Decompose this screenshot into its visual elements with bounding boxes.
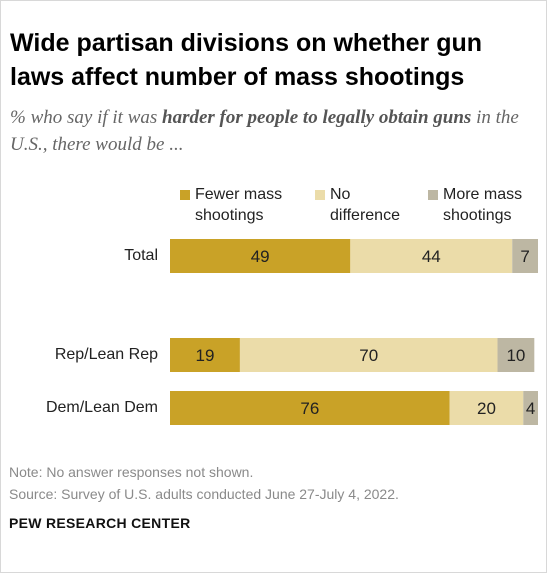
legend-label-no-difference: No difference [330, 186, 400, 224]
bar-dem-more [523, 391, 538, 425]
bar-dem-fewer [170, 391, 450, 425]
bar-total-more [512, 239, 538, 273]
legend-label-fewer: Fewer mass shootings [195, 186, 283, 224]
bar-rep-more [497, 338, 535, 372]
legend-label-more: More mass shootings [443, 186, 523, 224]
data-label-dem-no-difference: 20 [477, 399, 496, 418]
legend-swatch-fewer [180, 190, 190, 200]
chart-title: Wide partisan divisions on whether gun l… [10, 29, 483, 91]
data-label-total-fewer: 49 [251, 247, 270, 266]
data-label-rep-fewer: 19 [195, 346, 214, 365]
org-name: PEW RESEARCH CENTER [9, 515, 191, 531]
bar-total-fewer [170, 239, 351, 273]
row-label-rep: Rep/Lean Rep [54, 346, 158, 363]
bar-total-no-difference [350, 239, 513, 273]
data-label-rep-more: 10 [506, 346, 525, 365]
data-label-dem-more: 4 [526, 399, 535, 418]
row-label-dem: Dem/Lean Dem [45, 399, 158, 416]
subtitle-text-bold: harder for people to legally obtain guns [162, 107, 472, 128]
row-label-total: Total [124, 247, 158, 264]
data-label-dem-fewer: 76 [300, 399, 319, 418]
chart-note: Note: No answer responses not shown. [9, 464, 254, 480]
chart-source: Source: Survey of U.S. adults conducted … [9, 486, 399, 502]
bar-rep-fewer [170, 338, 240, 372]
data-label-total-no-difference: 44 [422, 247, 441, 266]
bar-dem-no-difference [449, 391, 524, 425]
legend-swatch-more [428, 190, 438, 200]
chart-subtitle: % who say if it was harder for people to… [10, 104, 535, 158]
legend-swatch-no-difference [315, 190, 325, 200]
data-label-total-more: 7 [520, 247, 529, 266]
subtitle-text-pre: % who say if it was [10, 107, 163, 128]
subtitle-text-post: in the U.S., there would be ... [10, 107, 519, 155]
data-label-rep-no-difference: 70 [359, 346, 378, 365]
bar-rep-no-difference [239, 338, 498, 372]
